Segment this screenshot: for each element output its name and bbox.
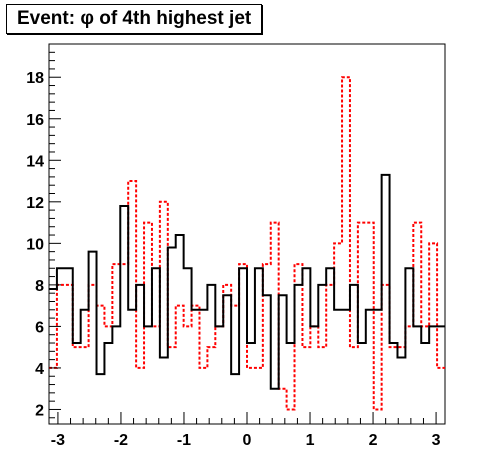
x-axis: -3 -2 -1 0 1 2 3 [51, 412, 441, 449]
y-tick-label: 18 [26, 70, 44, 87]
y-tick-label: 2 [35, 402, 44, 419]
y-tick-label: 10 [26, 236, 44, 253]
black-histogram-line [49, 173, 445, 390]
black-solid-histogram [49, 173, 445, 390]
red-dashed-histogram [49, 76, 445, 411]
x-tick-label: 2 [369, 432, 378, 449]
x-tick-label: 3 [432, 432, 441, 449]
x-tick-label: -2 [114, 432, 128, 449]
x-tick-label: 1 [306, 432, 315, 449]
y-axis: 2 4 6 8 10 12 14 16 18 [26, 43, 61, 419]
y-tick-label: 8 [35, 278, 44, 295]
y-tick-label: 4 [35, 361, 44, 378]
y-tick-label: 16 [26, 112, 44, 129]
y-tick-label: 12 [26, 195, 44, 212]
red-histogram-line [49, 76, 445, 411]
y-tick-label: 6 [35, 319, 44, 336]
chart-title: Event: φ of 4th highest jet [6, 4, 263, 34]
x-tick-label: 0 [243, 432, 252, 449]
y-tick-label: 14 [26, 153, 44, 170]
x-tick-label: -1 [177, 432, 191, 449]
x-tick-label: -3 [51, 432, 65, 449]
